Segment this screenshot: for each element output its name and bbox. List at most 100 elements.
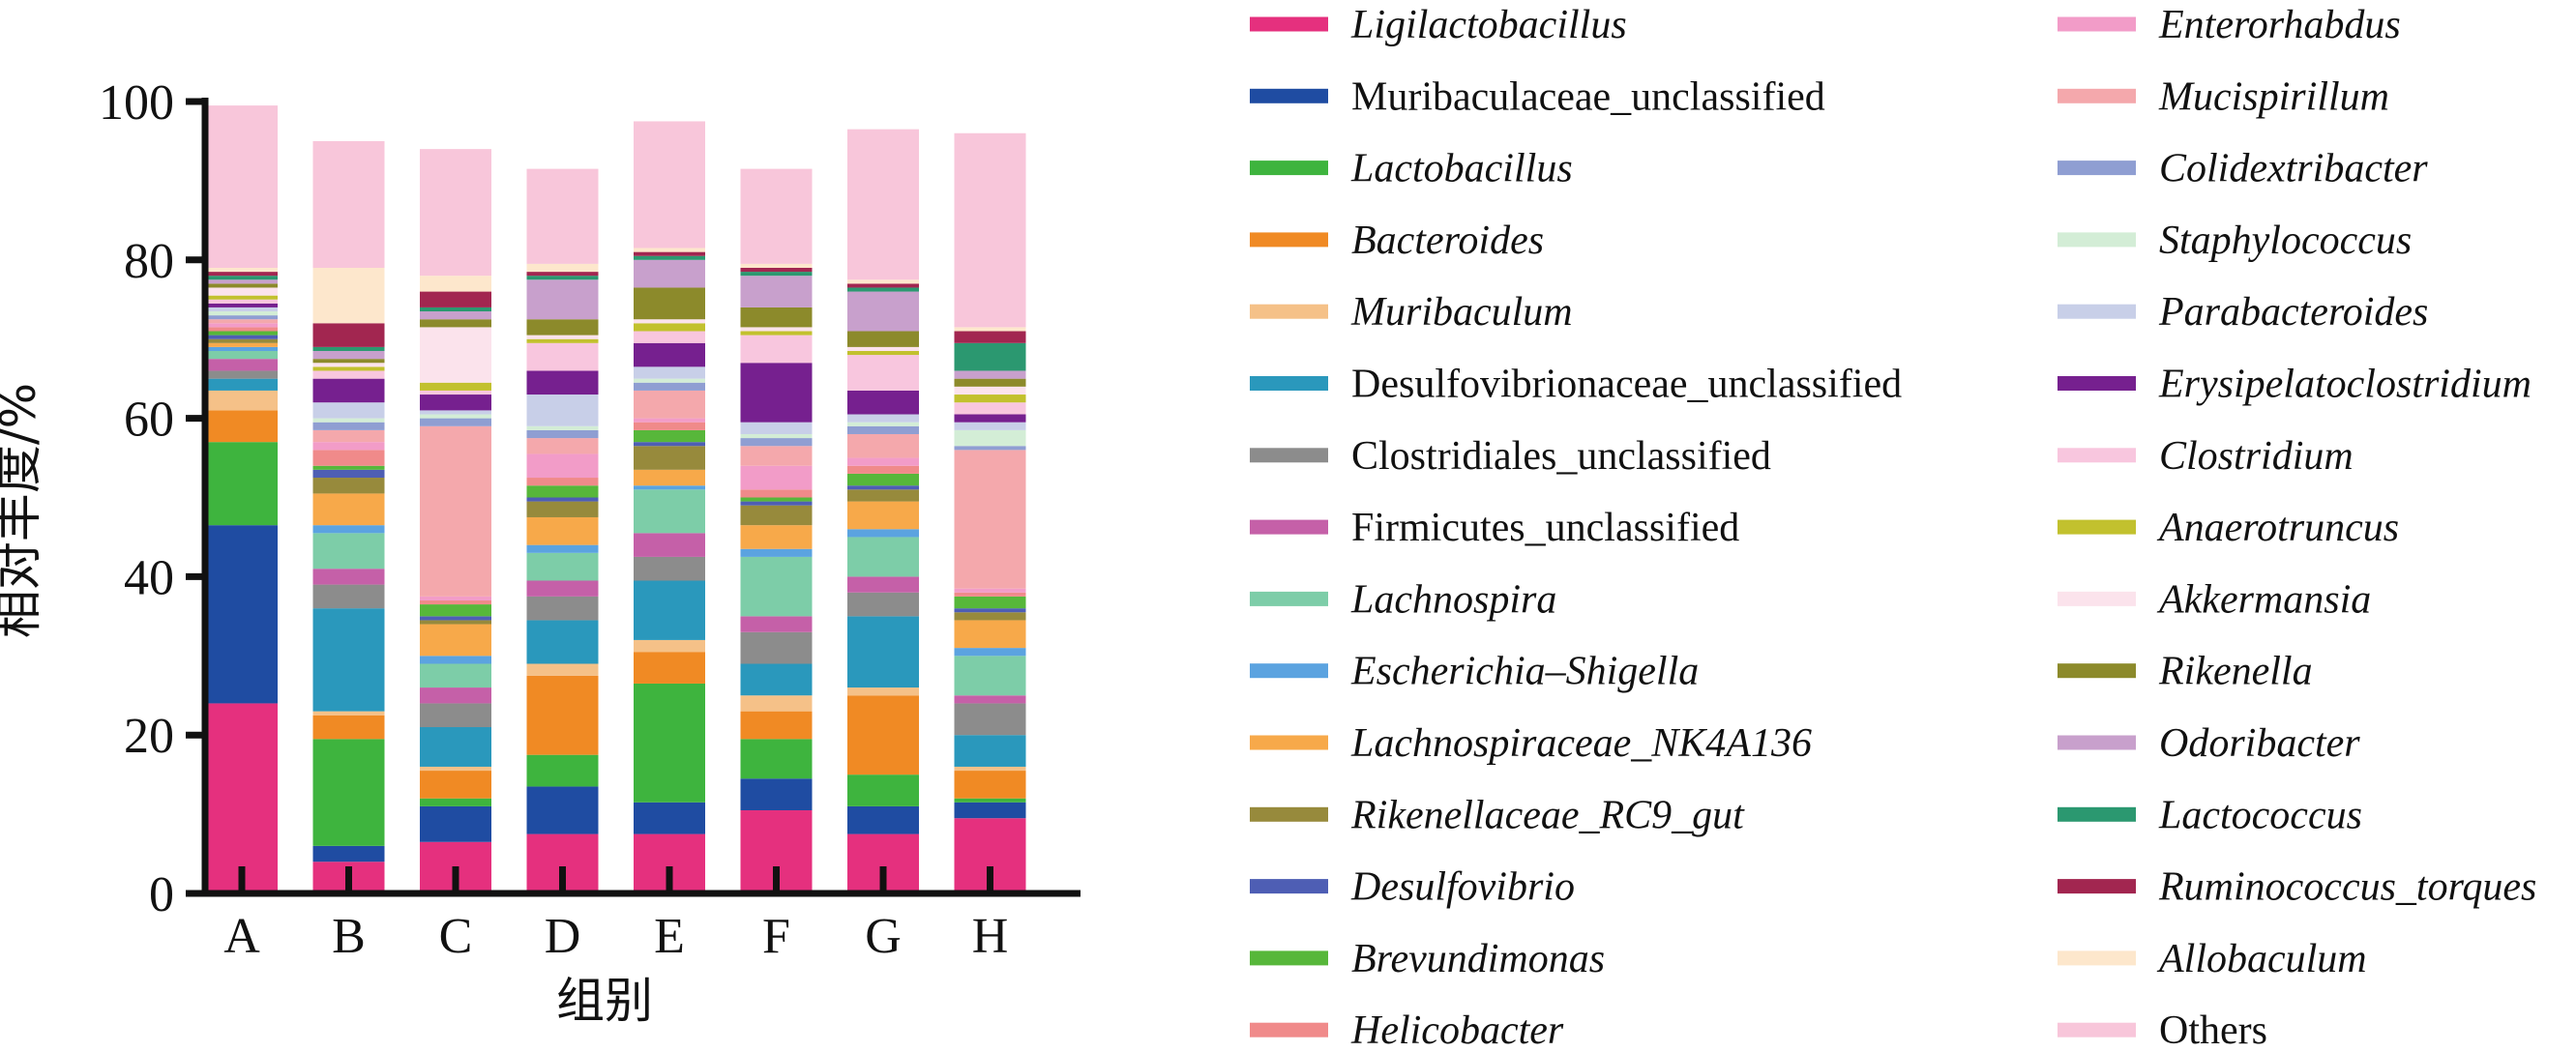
legend-item-0: Ligilactobacillus [1250,3,1627,47]
legend-item-24: Rikenella [2058,650,2313,694]
bar-segment-C-28 [420,276,491,292]
bar-segment-H-5 [954,735,1026,767]
bar-column-C [420,149,491,893]
bar-segment-E-25 [634,259,705,288]
bar-segment-A-14 [206,327,278,332]
bar-segment-A-11 [206,338,278,343]
bar-segment-H-10 [954,620,1026,649]
bar-segment-D-2 [526,754,599,787]
legend-label-14: Helicobacter [1350,1008,1564,1048]
legend-label-6: Clostridiales_unclassified [1351,434,1771,479]
bar-segment-H-27 [954,331,1026,343]
legend-label-22: Anaerotruncus [2156,506,2399,550]
legend-item-11: Rikenellaceae_RC9_gut [1250,793,1745,837]
bar-segment-E-9 [634,485,705,490]
legend-label-27: Ruminococcus_torques [2158,865,2536,910]
bar-segment-D-28 [526,263,599,273]
bar-segment-F-23 [740,327,813,332]
bar-column-H [954,132,1026,893]
legend-item-13: Brevundimonas [1250,937,1605,981]
bar-segment-A-23 [206,287,278,296]
legend-item-10: Lachnospiraceae_NK4A136 [1250,721,1812,766]
bar-segment-D-18 [526,425,599,430]
bar-segment-B-8 [312,533,385,570]
legend-swatch-7 [1250,519,1328,535]
bar-segment-F-17 [740,438,813,447]
bar-segment-D-24 [526,319,599,336]
legend-swatch-3 [1250,232,1328,248]
legend-swatch-27 [2058,879,2136,894]
bar-segment-E-3 [634,652,705,684]
bar-segment-A-25 [206,279,278,284]
bar-segment-C-24 [420,319,491,328]
bar-segment-D-16 [526,438,599,454]
bar-segment-G-26 [847,287,919,292]
bar-segment-A-13 [206,331,278,336]
bar-segment-C-26 [420,307,491,312]
bar-segment-B-9 [312,525,385,534]
bar-segment-A-12 [206,335,278,339]
bar-segment-C-10 [420,624,491,657]
bar-segment-D-14 [526,478,599,486]
legend-label-17: Colidextribacter [2159,147,2428,191]
bar-segment-E-21 [634,331,705,343]
bar-segment-H-2 [954,798,1026,803]
legend-swatch-18 [2058,232,2136,248]
bar-segment-F-11 [740,505,813,526]
legend-item-18: Staphylococcus [2058,219,2412,263]
bar-segment-G-25 [847,291,919,332]
bar-segment-D-21 [526,342,599,371]
bar-segment-G-23 [847,346,919,351]
bar-segment-A-5 [206,378,278,391]
bar-segment-F-16 [740,446,813,466]
bar-segment-A-16 [206,319,278,324]
bar-segment-D-15 [526,453,599,479]
bar-segment-C-29 [420,149,491,277]
bar-segment-G-19 [847,414,919,423]
legend-swatch-26 [2058,806,2136,822]
bar-segment-B-19 [312,402,385,419]
legend-label-25: Odoribacter [2159,721,2360,766]
bar-segment-A-28 [206,267,278,273]
bar-segment-E-14 [634,422,705,430]
bar-segment-A-22 [206,295,278,300]
bar-segment-G-14 [847,465,919,474]
legend-item-8: Lachnospira [1250,577,1556,622]
legend-item-16: Mucispirillum [2058,74,2389,119]
bar-segment-H-15 [954,588,1026,593]
x-tick-label-D: D [545,909,581,964]
legend-label-24: Rikenella [2158,650,2313,694]
bar-segment-H-17 [954,446,1026,451]
bar-segment-F-5 [740,663,813,696]
legend-label-26: Lactococcus [2158,793,2362,837]
bar-segment-A-26 [206,276,278,280]
bar-segment-G-27 [847,283,919,288]
legend-swatch-29 [2058,1022,2136,1037]
legend-item-12: Desulfovibrio [1250,865,1575,910]
legend-swatch-8 [1250,591,1328,606]
bar-segment-E-13 [634,429,705,443]
legend-label-9: Escherichia–Shigella [1350,650,1699,694]
bar-segment-H-20 [954,414,1026,423]
bar-segment-B-1 [312,845,385,862]
bar-segment-E-19 [634,366,705,379]
legend-swatch-0 [1250,16,1328,32]
bar-segment-F-21 [740,335,813,364]
bar-segment-C-7 [420,687,491,704]
legend-label-15: Enterorhabdus [2158,3,2401,47]
bar-segment-A-3 [206,410,278,443]
bar-segment-E-18 [634,378,705,383]
bar-segment-H-14 [954,592,1026,597]
legend-label-28: Allobaculum [2156,937,2367,981]
legend-item-28: Allobaculum [2058,937,2367,981]
legend-label-29: Others [2159,1008,2267,1048]
bar-segment-D-20 [526,370,599,395]
ticks-layer: 0 20 40 60 80 100 A B C D E F G H [99,75,1008,964]
bar-segment-E-16 [634,390,705,419]
bar-segment-E-24 [634,287,705,320]
bar-segment-E-29 [634,121,705,248]
legend-item-2: Lactobacillus [1250,147,1573,191]
x-tick-label-H: H [972,909,1009,964]
bar-segment-A-19 [206,307,278,312]
